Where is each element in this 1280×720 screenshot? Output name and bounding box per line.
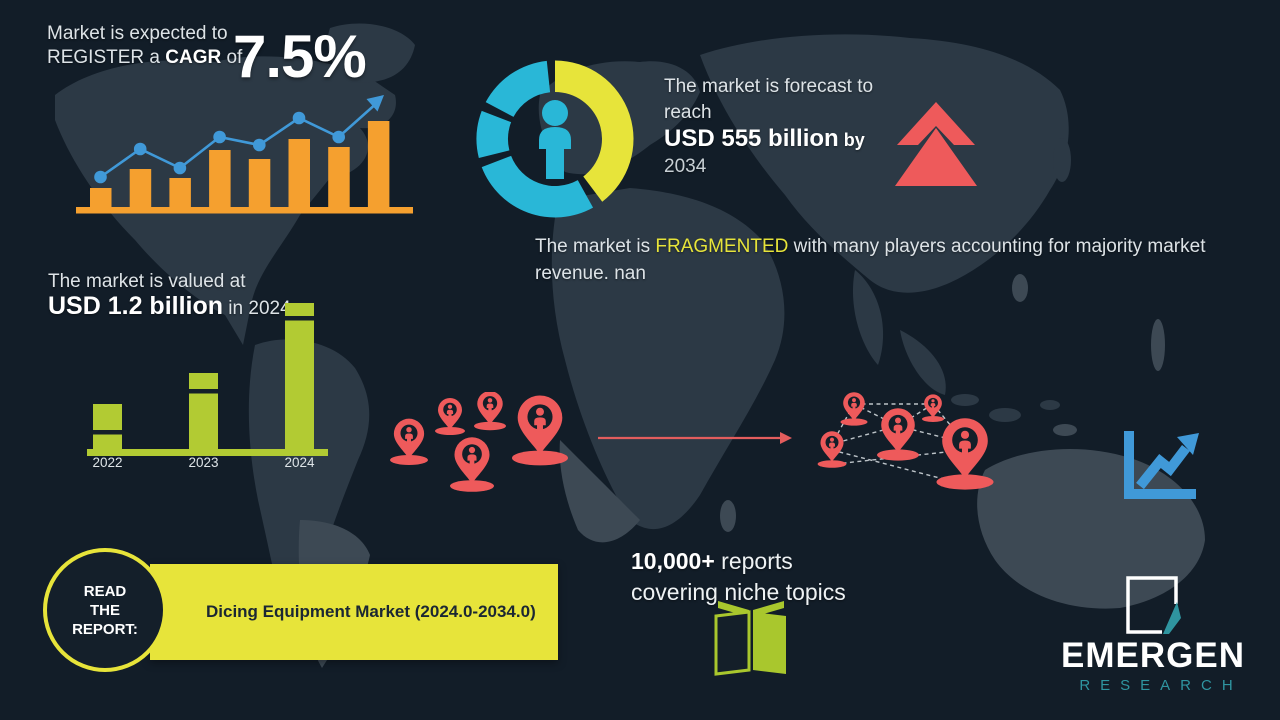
trend-chart-icon xyxy=(1124,431,1199,499)
cagr-line1: Market is expected to xyxy=(47,23,228,44)
forecast-value: USD 555 billion xyxy=(664,125,839,152)
reports-count-line2: covering niche topics xyxy=(631,579,846,605)
forecast-by: by xyxy=(838,130,865,150)
valuation-bar-chart: 2022 2023 2024 xyxy=(87,303,328,470)
connected-players-pins-network xyxy=(817,392,994,490)
fragmented-highlight: FRAGMENTED xyxy=(655,236,789,257)
forecast-line2: reach xyxy=(664,102,712,123)
forecast-line1: The market is forecast to xyxy=(664,76,874,97)
svg-text:2022: 2022 xyxy=(92,455,122,470)
forecast-year: 2034 xyxy=(664,156,707,177)
open-book-icon xyxy=(714,601,786,676)
reports-count: 10,000+ xyxy=(631,548,715,574)
emergen-logo-mark xyxy=(1126,576,1181,634)
reports-count-caption: 10,000+ reports covering niche topics xyxy=(631,546,846,608)
market-players-pins-cluster xyxy=(390,392,568,492)
fragmented-pre: The market is xyxy=(535,236,656,257)
cagr-trend-chart xyxy=(76,95,413,214)
valuation-line1: The market is valued at xyxy=(48,271,246,292)
report-banner-title: Dicing Equipment Market (2024.0-2034.0) xyxy=(206,602,536,621)
svg-text:2023: 2023 xyxy=(188,455,218,470)
valuation-value: USD 1.2 billion xyxy=(48,292,224,320)
report-banner[interactable]: Dicing Equipment Market (2024.0-2034.0) xyxy=(150,564,558,660)
svg-text:2024: 2024 xyxy=(284,455,315,470)
emergen-logo-name: EMERGEN xyxy=(1061,636,1245,675)
fragmented-post: with many players accounting for majorit… xyxy=(535,236,1206,284)
cagr-line2-pre: REGISTER a xyxy=(47,47,166,68)
cagr-value: 7.5% xyxy=(233,23,367,90)
forecast-caption: The market is forecast to reach USD 555 … xyxy=(664,74,873,180)
read-line3: REPORT: xyxy=(72,620,138,638)
reports-count-rest: reports xyxy=(714,548,793,574)
cagr-keyword: CAGR xyxy=(165,47,222,68)
fragmented-caption: The market is FRAGMENTED with many playe… xyxy=(535,233,1210,287)
growth-up-arrows-icon xyxy=(895,102,977,186)
cagr-caption: Market is expected to REGISTER a CAGR of xyxy=(47,22,242,70)
person-icon xyxy=(539,100,571,179)
read-line1: READ xyxy=(83,582,127,600)
flow-arrow-icon xyxy=(598,432,792,444)
valuation-suffix: in 2024 xyxy=(223,298,291,319)
read-the-report-badge[interactable]: READ THE REPORT: xyxy=(43,548,167,672)
market-share-donut-chart xyxy=(476,60,634,218)
read-line2: THE xyxy=(90,601,120,619)
valuation-caption: The market is valued at USD 1.2 billion … xyxy=(48,270,291,321)
cagr-line2-post: of xyxy=(221,47,243,68)
emergen-logo-sub: RESEARCH xyxy=(1079,677,1243,694)
